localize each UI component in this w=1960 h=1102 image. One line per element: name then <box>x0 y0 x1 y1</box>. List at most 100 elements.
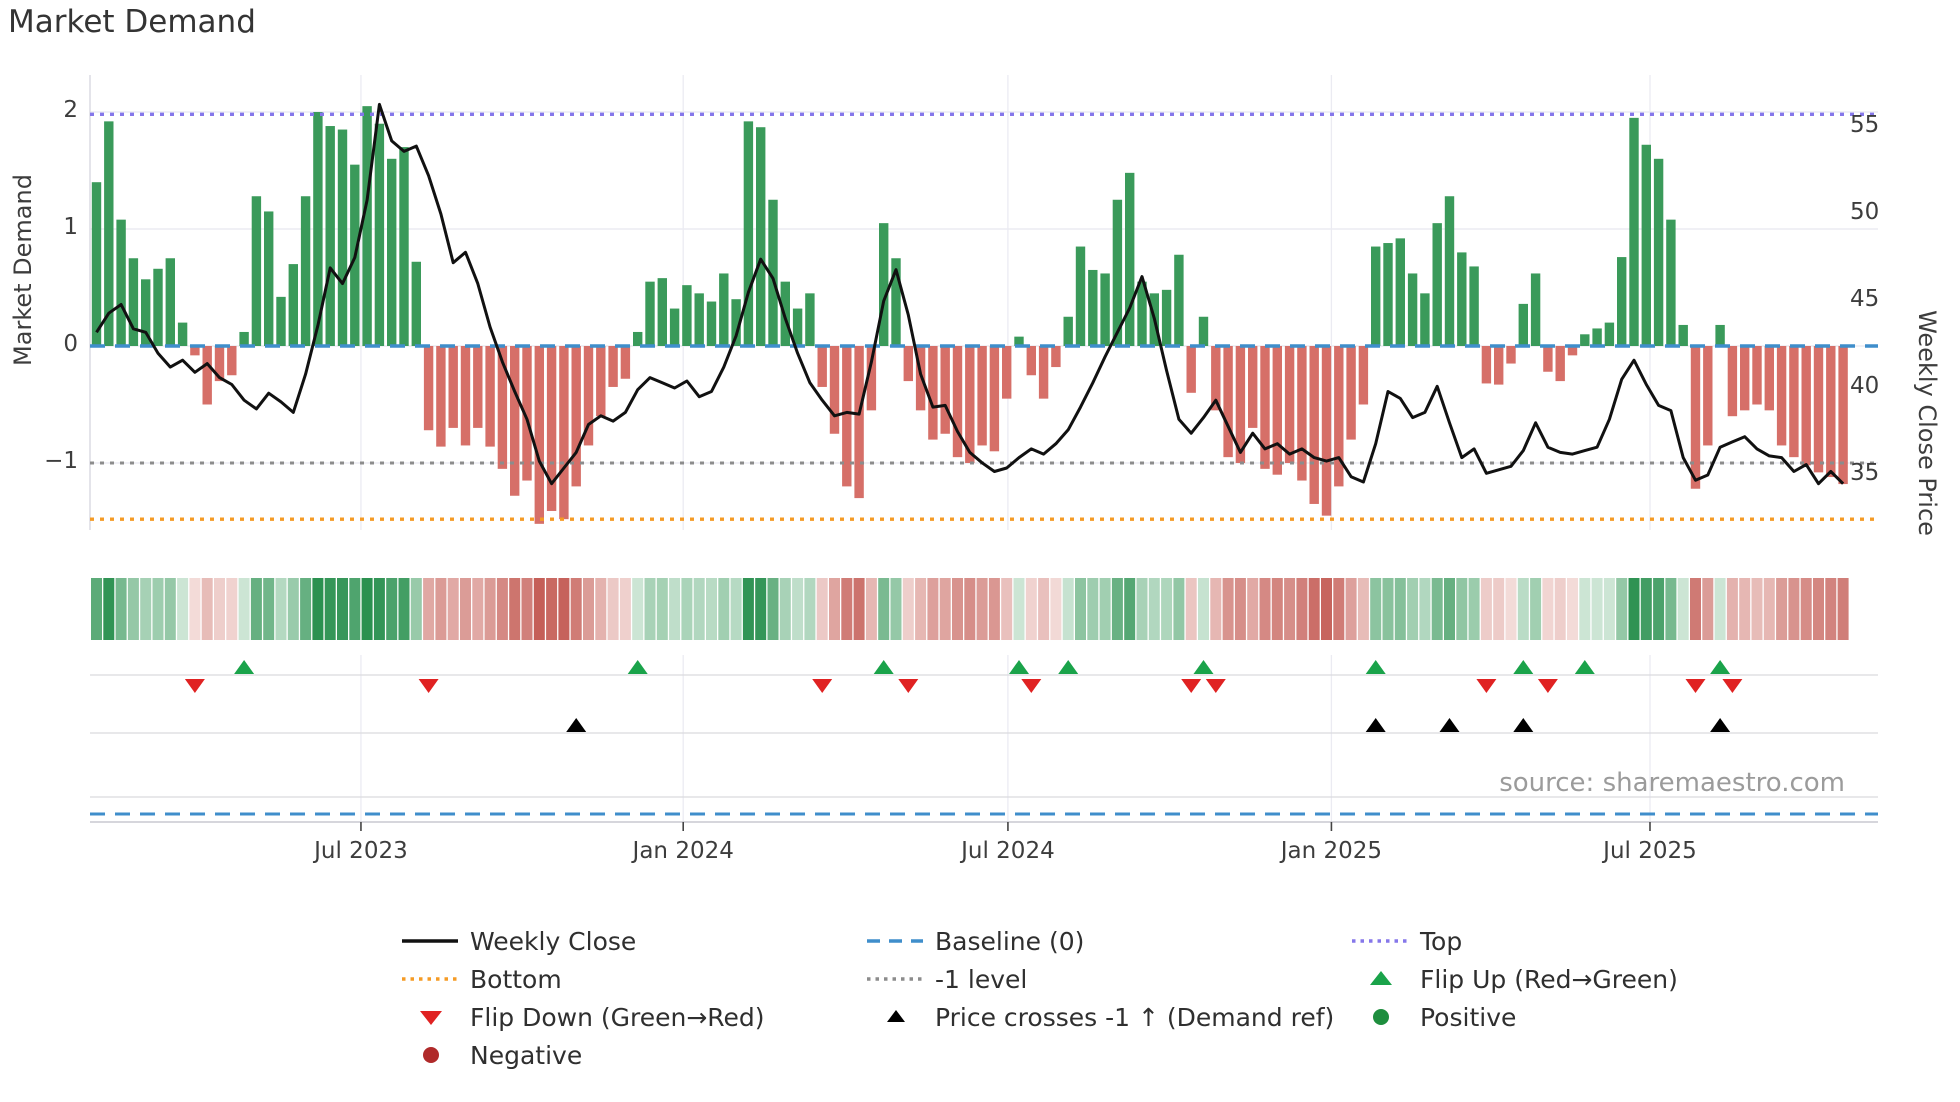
heatmap-cell <box>1616 578 1628 640</box>
legend-item: -1 level <box>865 960 1027 998</box>
demand-bar <box>1444 196 1455 346</box>
demand-bar <box>534 346 544 524</box>
flip-down-marker <box>1476 679 1497 693</box>
flip-down-marker <box>1722 679 1743 693</box>
flip-up-marker <box>1513 660 1534 674</box>
heatmap-cell <box>644 578 656 640</box>
demand-bar <box>1125 172 1135 346</box>
demand-bar <box>1014 336 1024 346</box>
heatmap-cell <box>1431 578 1443 640</box>
legend-item-label: Flip Up (Red→Green) <box>1420 964 1678 994</box>
heatmap-cell <box>1247 578 1259 640</box>
heatmap-cell <box>1579 578 1591 640</box>
heatmap-cell <box>1222 578 1234 640</box>
demand-bar <box>1272 346 1282 475</box>
heatmap-cell <box>398 578 410 640</box>
demand-bar <box>1260 346 1270 469</box>
demand-bar <box>522 346 532 481</box>
heatmap-cell <box>1751 578 1763 640</box>
heatmap-cell <box>1726 578 1738 640</box>
legend-item: Weekly Close <box>400 922 636 960</box>
demand-bar <box>362 106 372 347</box>
demand-bar <box>817 346 827 387</box>
heatmap-cell <box>472 578 484 640</box>
heatmap-cell <box>103 578 115 640</box>
y-left-tick-label: 1 <box>63 214 78 240</box>
demand-bar <box>399 147 409 346</box>
heatmap-cell <box>1173 578 1185 640</box>
heatmap-cell <box>1677 578 1689 640</box>
demand-bar <box>1334 346 1344 487</box>
demand-bar <box>1678 324 1688 346</box>
heatmap-cell <box>1825 578 1837 640</box>
demand-bar <box>1235 346 1246 463</box>
demand-bar <box>1309 346 1319 504</box>
heatmap-cell <box>1148 578 1160 640</box>
demand-bar <box>1690 346 1701 489</box>
demand-bar <box>792 308 803 346</box>
demand-bar <box>1186 346 1196 393</box>
heatmap-cell <box>878 578 890 640</box>
heatmap-cell <box>1591 578 1603 640</box>
demand-bar <box>940 346 950 434</box>
heatmap-cell <box>656 578 668 640</box>
heatmap-cell <box>1075 578 1086 640</box>
heatmap-cell <box>1542 578 1554 640</box>
heatmap-cell <box>275 578 287 640</box>
heatmap-cell <box>558 578 570 640</box>
heatmap-cell <box>1161 578 1173 640</box>
y-left-tick-label: 0 <box>63 331 78 357</box>
heatmap-cell <box>177 578 189 640</box>
demand-bar <box>460 346 471 446</box>
demand-bar <box>989 346 1000 452</box>
legend: Weekly Close Bottom Flip Down (Green→Red) N… <box>400 922 1800 1082</box>
demand-bar <box>1580 334 1590 346</box>
legend-item: Bottom <box>400 960 562 998</box>
heatmap-cell <box>1714 578 1726 640</box>
demand-bar <box>1789 346 1799 458</box>
demand-bar <box>756 127 766 347</box>
demand-bar <box>1764 346 1774 411</box>
y-right-tick-label: 35 <box>1850 460 1880 486</box>
heatmap-cell <box>1271 578 1283 640</box>
demand-bar <box>1469 266 1479 346</box>
demand-bar <box>141 279 151 346</box>
legend-item-label: Top <box>1420 926 1463 956</box>
demand-bar <box>1617 257 1627 346</box>
heatmap-cell <box>1111 578 1123 640</box>
demand-bar <box>1703 346 1713 446</box>
heatmap-cell <box>767 578 779 640</box>
legend-item-label: Weekly Close <box>470 926 637 956</box>
heatmap-cell <box>484 578 496 640</box>
demand-bar <box>1088 269 1098 346</box>
demand-bar <box>559 346 569 520</box>
y-right-tick-label: 40 <box>1850 373 1880 399</box>
flip-down-marker <box>898 679 919 693</box>
heatmap-cell <box>681 578 693 640</box>
demand-bar <box>1075 246 1086 346</box>
heatmap-cell <box>287 578 299 640</box>
demand-bar <box>1567 346 1578 356</box>
legend-item-label: Negative <box>470 1040 583 1070</box>
heatmap-cell <box>755 578 767 640</box>
y-right-tick-label: 50 <box>1850 199 1880 225</box>
heatmap-cell <box>1628 578 1640 640</box>
demand-bar <box>1530 273 1541 346</box>
heatmap-cell <box>1394 578 1406 640</box>
heatmap-cell <box>1480 578 1492 640</box>
demand-bar <box>448 346 458 428</box>
legend-item: Positive <box>1350 998 1516 1036</box>
demand-bar <box>1629 117 1639 346</box>
demand-bar <box>387 158 397 346</box>
demand-bar <box>694 293 704 346</box>
x-tick-label: Jul 2024 <box>961 838 1055 864</box>
demand-bar <box>313 112 323 346</box>
legend-item-label: Bottom <box>470 964 562 994</box>
heatmap-cell <box>1837 578 1849 640</box>
demand-bar <box>965 346 975 463</box>
demand-bar <box>165 258 175 346</box>
heatmap-cell <box>1099 578 1111 640</box>
x-tick-label: Jan 2025 <box>1280 838 1383 864</box>
heatmap-cell <box>915 578 927 640</box>
demand-bar <box>251 196 262 346</box>
